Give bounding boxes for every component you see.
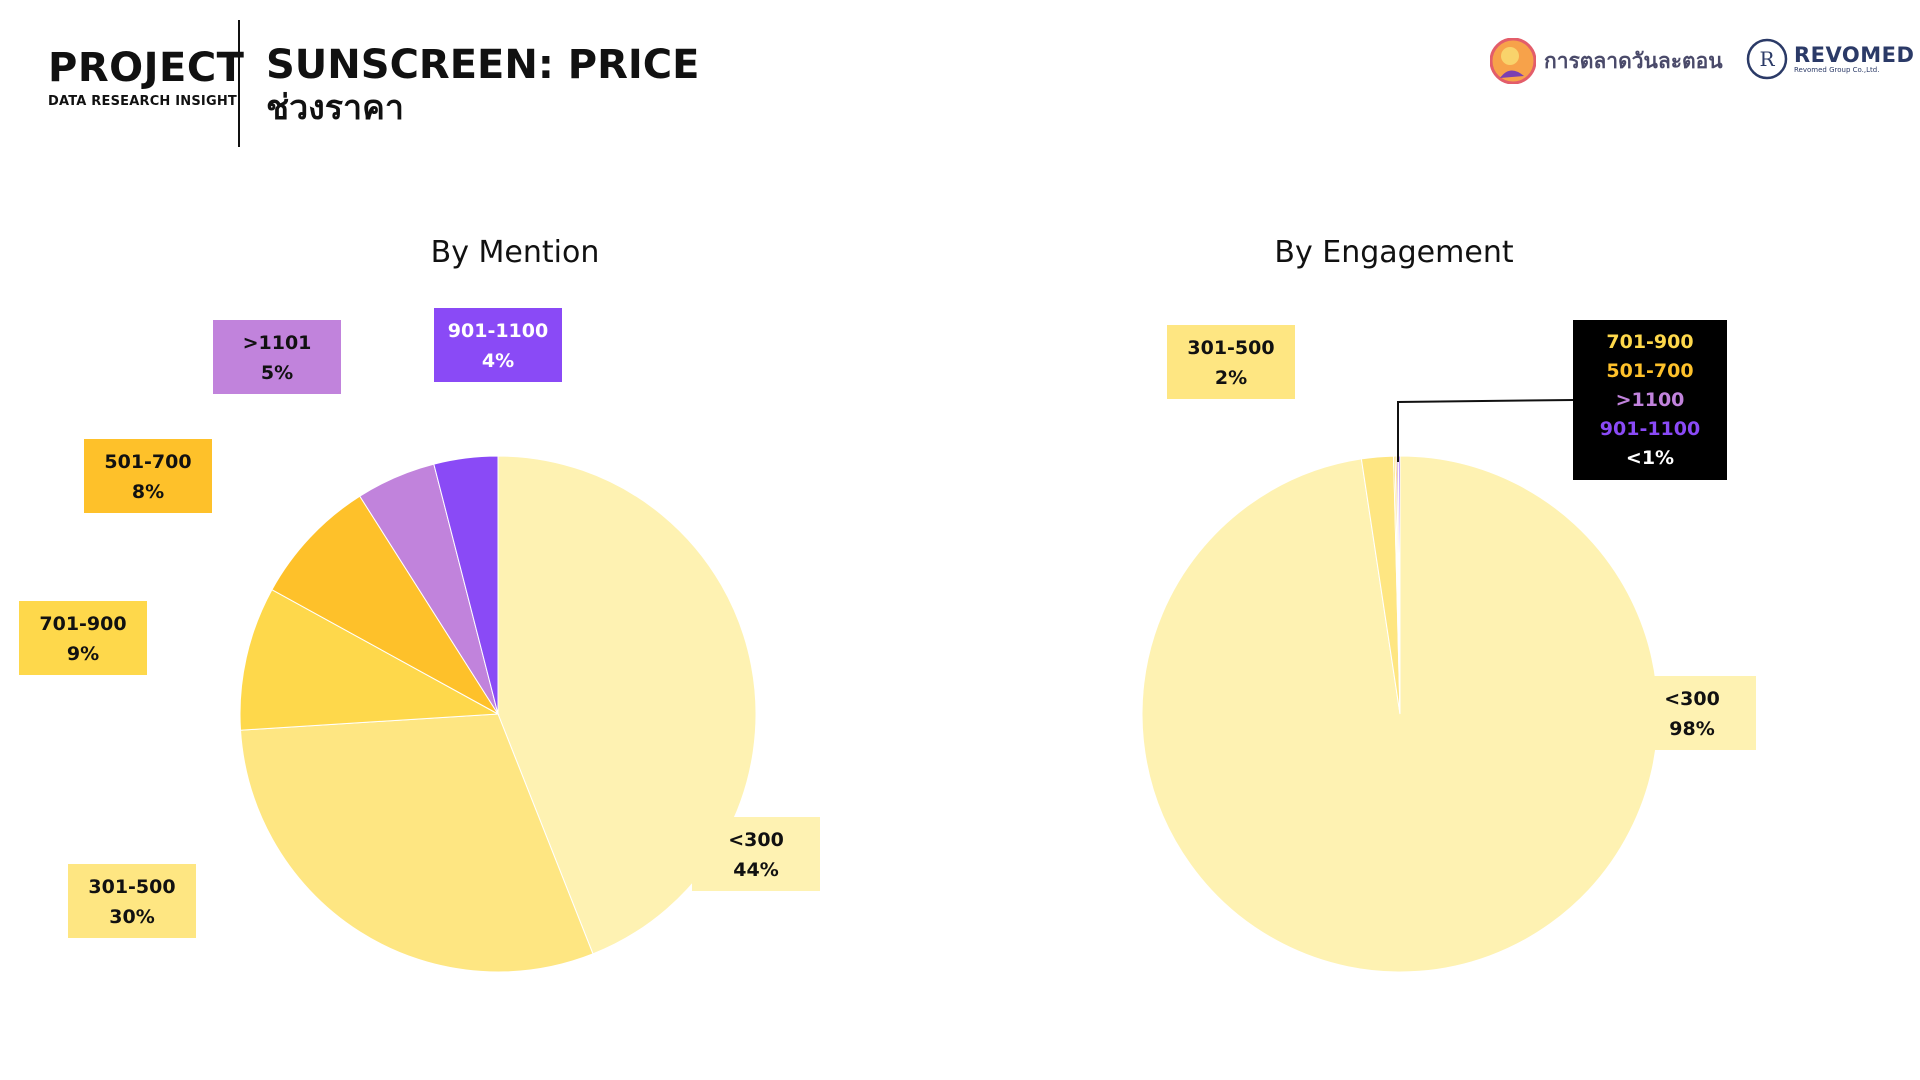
brand-block: PROJECT DATA RESEARCH INSIGHT <box>48 46 244 109</box>
by-engagement-callout-entry-1100: >1100 <box>1616 389 1685 411</box>
by-engagement-callout-leader <box>1397 399 1574 462</box>
by-mention-label-box-1101 <box>213 320 341 394</box>
by-engagement-callout-entry-1: <1% <box>1626 447 1674 469</box>
by-mention-label-box-501-700 <box>84 439 212 513</box>
by-engagement-value-300: 98% <box>1669 718 1714 740</box>
by-mention-slice-901-1100 <box>433 455 499 715</box>
by-engagement-label-box-301-500 <box>1167 325 1295 399</box>
by-mention-value-301-500: 30% <box>109 906 154 928</box>
by-mention-label-701-900: 701-900 <box>39 613 126 635</box>
brand-subtitle: DATA RESEARCH INSIGHT <box>48 94 237 109</box>
page-title: SUNSCREEN: PRICE <box>266 42 700 88</box>
by-mention-slice-701-900 <box>239 589 500 731</box>
brand-title: PROJECT <box>48 45 245 91</box>
by-mention-label-box-301-500 <box>68 864 196 938</box>
page-subtitle: ช่วงราคา <box>266 88 404 128</box>
by-mention-value-901-1100: 4% <box>482 350 514 372</box>
partner-logo-icon <box>1490 38 1536 84</box>
svg-text:R: R <box>1759 47 1775 71</box>
partner-logo: การตลาดวันละตอน <box>1490 38 1723 84</box>
by-mention-slice-501-700 <box>271 495 499 715</box>
by-mention-label-box-300 <box>692 817 820 891</box>
by-mention-label-300: <300 <box>728 829 784 851</box>
by-engagement-label-box-300 <box>1628 676 1756 750</box>
by-engagement-callout-entry-901-1100: 901-1100 <box>1600 418 1700 440</box>
by-mention-value-300: 44% <box>733 859 778 881</box>
by-mention-label-1101: >1101 <box>243 332 312 354</box>
company-logo-icon: R <box>1746 38 1788 80</box>
by-mention-label-301-500: 301-500 <box>88 876 175 898</box>
by-engagement-callout-box <box>1573 320 1727 480</box>
by-mention-slice-301-500 <box>239 713 594 973</box>
company-logo: R REVOMED Revomed Group Co.,Ltd. <box>1746 38 1914 80</box>
by-mention-value-501-700: 8% <box>132 481 164 503</box>
header-divider <box>238 20 240 147</box>
by-engagement-callout-entry-701-900: 701-900 <box>1606 331 1693 353</box>
by-engagement-value-301-500: 2% <box>1215 367 1247 389</box>
by-mention-label-box-901-1100 <box>434 308 562 382</box>
by-mention-value-701-900: 9% <box>67 643 99 665</box>
company-logo-name: REVOMED <box>1794 42 1915 67</box>
by-mention-label-901-1100: 901-1100 <box>448 320 548 342</box>
by-engagement-title: By Engagement <box>1274 235 1513 270</box>
by-mention-title: By Mention <box>431 235 600 270</box>
by-mention-value-1101: 5% <box>261 362 293 384</box>
company-logo-tagline: Revomed Group Co.,Ltd. <box>1794 65 1880 74</box>
by-engagement-label-301-500: 301-500 <box>1187 337 1274 359</box>
by-mention-label-box-701-900 <box>19 601 147 675</box>
by-engagement-callout-entry-501-700: 501-700 <box>1606 360 1693 382</box>
by-mention-slice-300 <box>497 455 757 955</box>
partner-logo-text: การตลาดวันละตอน <box>1544 48 1723 73</box>
by-mention-label-501-700: 501-700 <box>104 451 191 473</box>
by-engagement-label-300: <300 <box>1664 688 1720 710</box>
